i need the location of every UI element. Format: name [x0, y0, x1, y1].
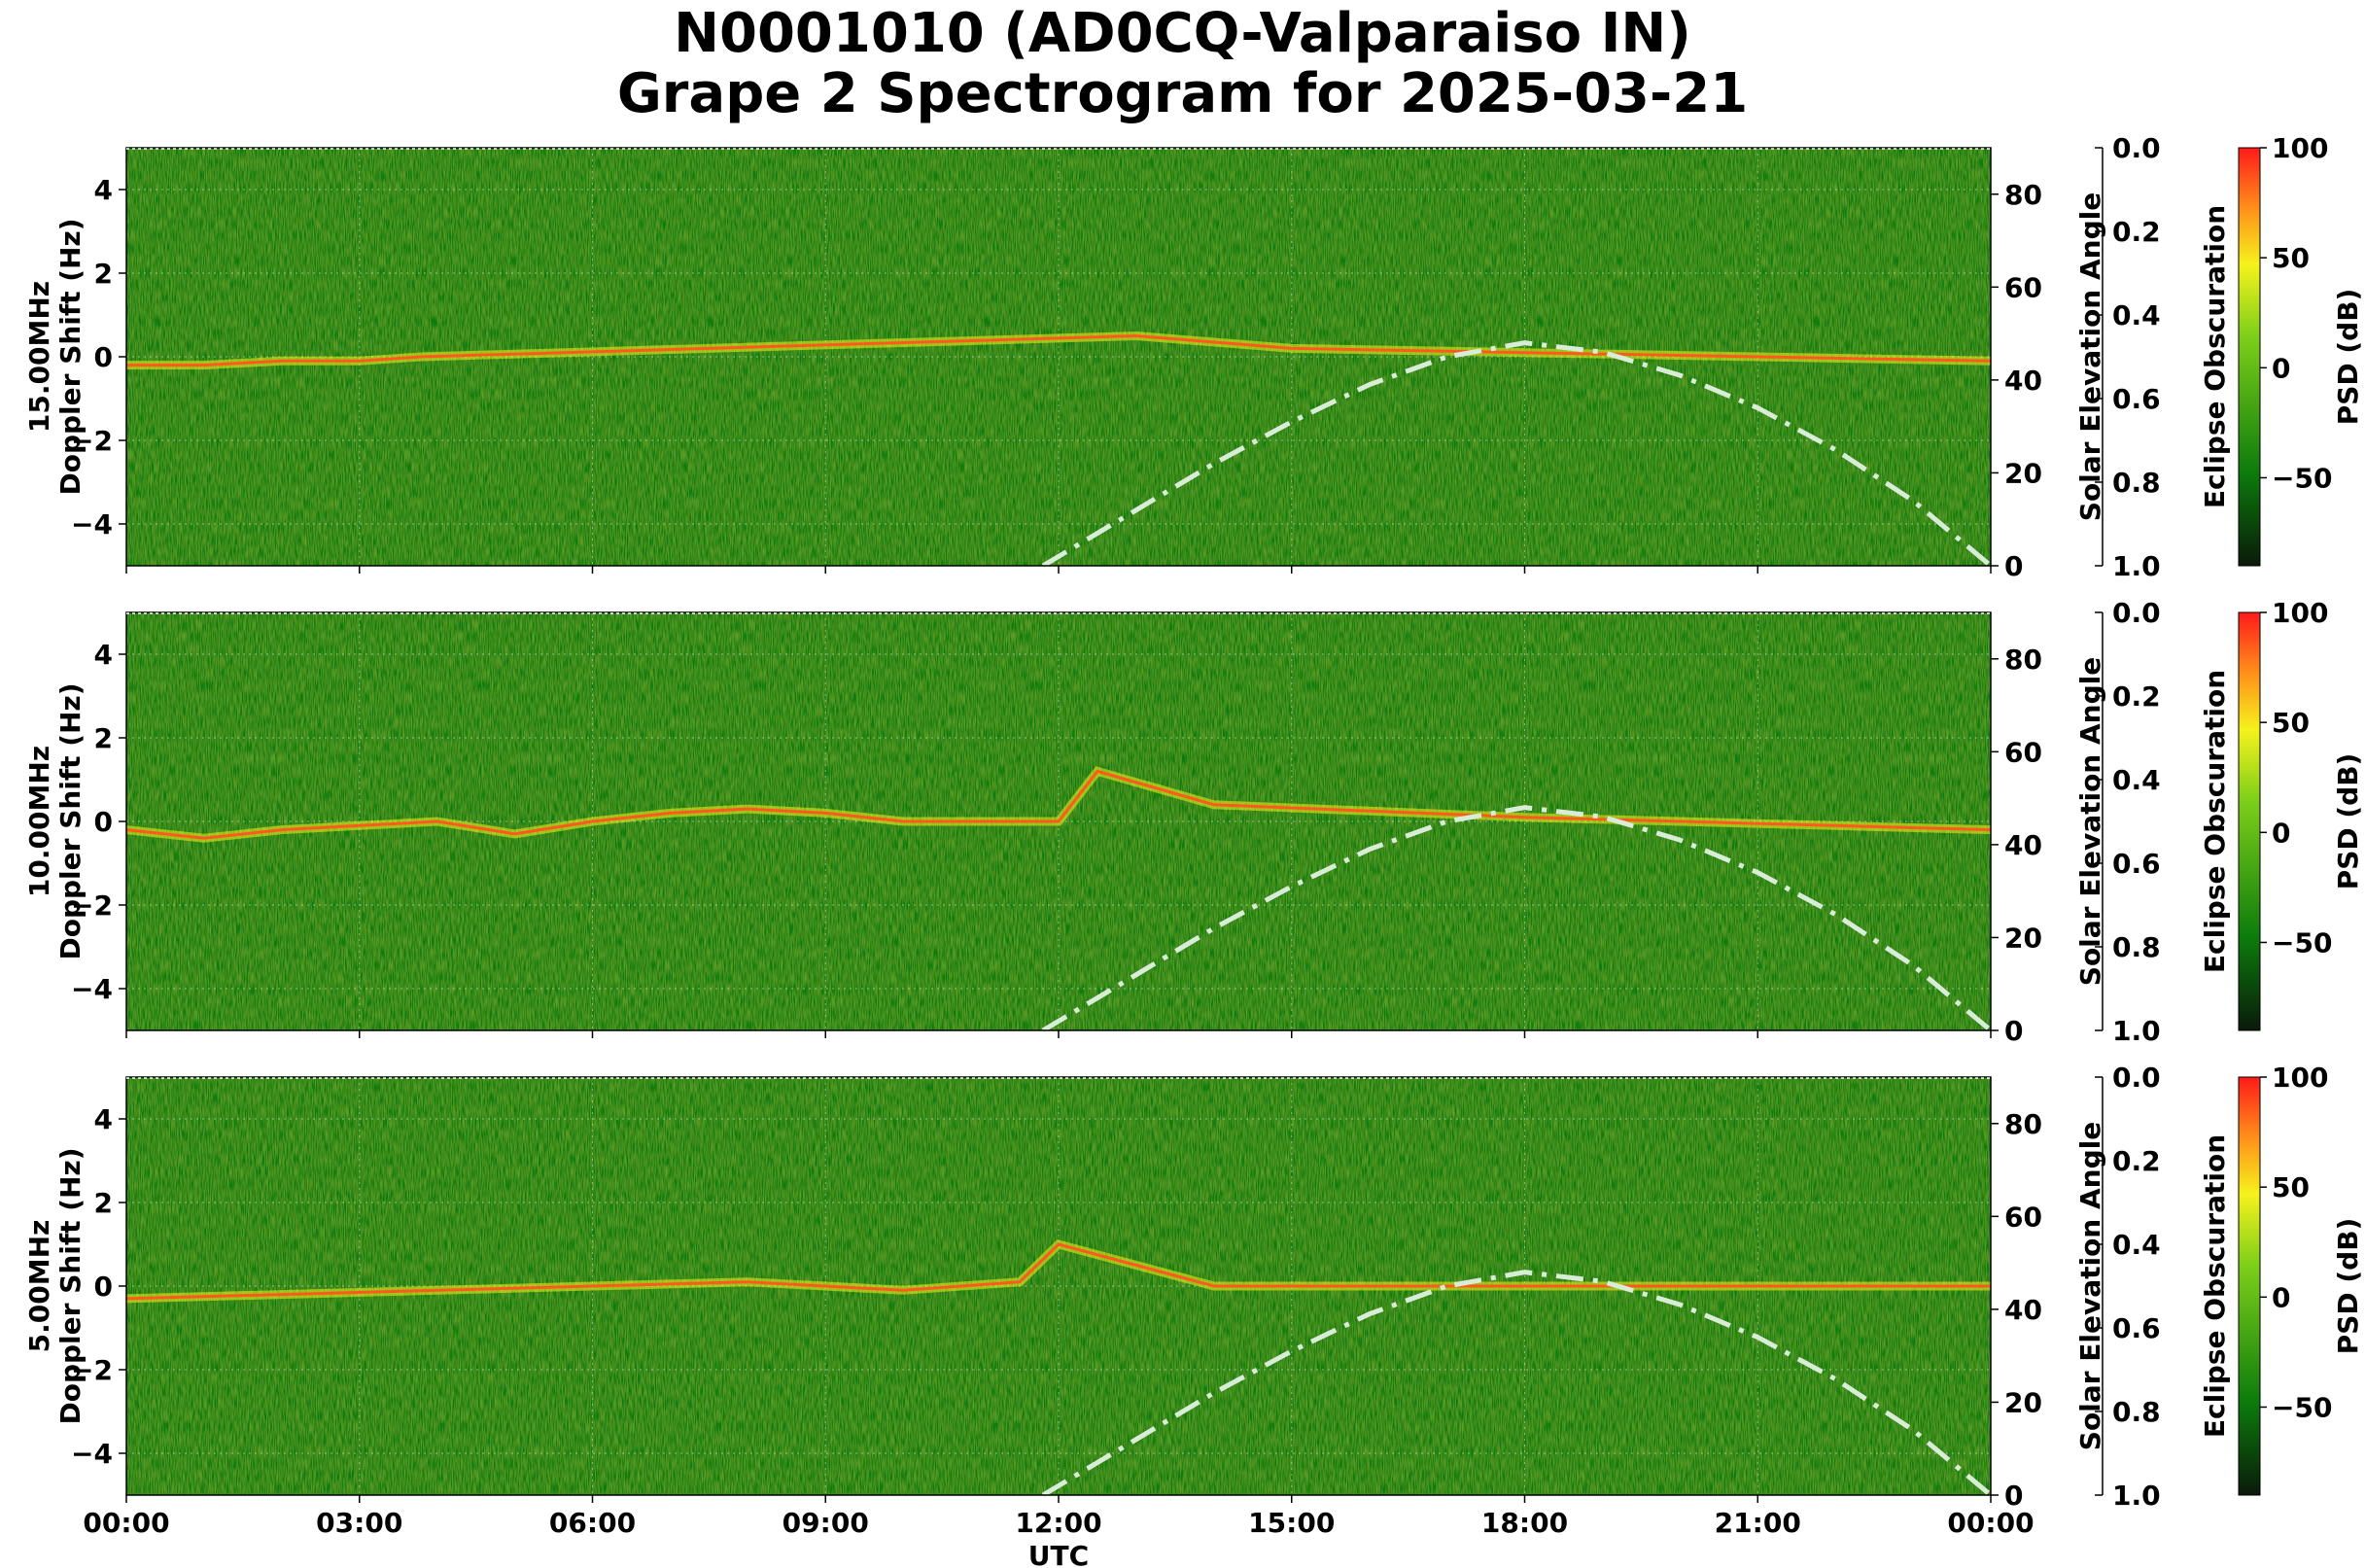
obscuration-tick-label: 0.6 — [2112, 383, 2161, 415]
x-tick-label: 18:00 — [1481, 1507, 1568, 1539]
x-tick-label: 09:00 — [783, 1507, 869, 1539]
elevation-tick-label: 80 — [2004, 179, 2042, 211]
elevation-tick-label: 40 — [2004, 365, 2042, 397]
panel-1: 420−2−415.00MHzDoppler Shift (Hz)8060402… — [23, 132, 2364, 582]
obscuration-tick-label: 0.0 — [2112, 597, 2161, 629]
elevation-tick-label: 0 — [2004, 1015, 2023, 1047]
colorbar-tick-label: 50 — [2272, 1171, 2310, 1203]
y-tick-label: 2 — [94, 1187, 113, 1219]
colorbar-tick-label: 0 — [2272, 1281, 2290, 1313]
colorbar — [2238, 611, 2261, 1031]
obscuration-tick-label: 1.0 — [2112, 550, 2161, 582]
y-axis-label: 15.00MHzDoppler Shift (Hz) — [23, 218, 87, 495]
y-tick-label: −4 — [71, 1438, 113, 1470]
y-tick-label: −2 — [71, 889, 113, 922]
obscuration-tick-label: 0.2 — [2112, 680, 2161, 713]
obscuration-tick-label: 0.8 — [2112, 931, 2161, 963]
elevation-tick-label: 0 — [2004, 1480, 2023, 1512]
solar-elevation-curve — [1041, 340, 1993, 569]
obscuration-tick-label: 1.0 — [2112, 1015, 2161, 1047]
elevation-tick-label: 60 — [2004, 1201, 2042, 1233]
y-tick-label: −2 — [71, 1354, 113, 1386]
elevation-tick-label: 80 — [2004, 644, 2042, 676]
y-tick-label: 2 — [94, 722, 113, 754]
x-tick-label: 03:00 — [316, 1507, 402, 1539]
colorbar-tick-label: −50 — [2272, 926, 2332, 958]
elevation-tick-label: 60 — [2004, 271, 2042, 303]
colorbar-tick-label: 100 — [2272, 132, 2328, 164]
obscuration-tick-label: 0.2 — [2112, 1145, 2161, 1177]
obscuration-tick-label: 0.4 — [2112, 764, 2161, 796]
y-tick-label: −2 — [71, 425, 113, 457]
x-axis-label: UTC — [1028, 1540, 1089, 1568]
y-tick-label: 2 — [94, 258, 113, 290]
colorbar-tick-label: 100 — [2272, 597, 2328, 629]
obscuration-axis-label: Eclipse Obscuration — [2199, 205, 2231, 508]
y-axis-label: 10.00MHzDoppler Shift (Hz) — [23, 682, 87, 959]
elevation-tick-label: 80 — [2004, 1108, 2042, 1140]
solar-elevation-curve — [1041, 1270, 1993, 1498]
elevation-axis-label: Solar Elevation Angle — [2074, 1122, 2106, 1450]
y-tick-label: 4 — [94, 639, 113, 671]
obscuration-tick-label: 0.0 — [2112, 1062, 2161, 1094]
colorbar-label: PSD (dB) — [2332, 753, 2364, 890]
obscuration-tick-label: 0.0 — [2112, 132, 2161, 164]
obscuration-tick-label: 0.8 — [2112, 467, 2161, 499]
colorbar-label: PSD (dB) — [2332, 1218, 2364, 1355]
x-tick-label: 21:00 — [1715, 1507, 1801, 1539]
colorbar — [2238, 1076, 2261, 1496]
y-tick-label: 4 — [94, 174, 113, 206]
solar-elevation-curve — [1041, 805, 1993, 1033]
carrier-doppler-trace — [125, 1242, 1991, 1301]
elevation-tick-label: 0 — [2004, 550, 2023, 582]
x-tick-label: 00:00 — [83, 1507, 169, 1539]
elevation-axis-label: Solar Elevation Angle — [2074, 192, 2106, 521]
elevation-tick-label: 20 — [2004, 922, 2042, 954]
obscuration-tick-label: 0.4 — [2112, 299, 2161, 331]
elevation-tick-label: 40 — [2004, 829, 2042, 861]
carrier-doppler-trace — [125, 769, 1992, 840]
colorbar-tick-label: −50 — [2272, 1391, 2332, 1423]
carrier-doppler-trace — [126, 333, 1992, 367]
y-tick-label: 0 — [94, 1271, 113, 1303]
colorbar-tick-label: 50 — [2272, 242, 2310, 274]
title-line-2: Grape 2 Spectrogram for 2025-03-21 — [616, 62, 1749, 125]
colorbar-tick-label: 0 — [2272, 352, 2290, 384]
y-tick-label: 0 — [94, 806, 113, 838]
obscuration-tick-label: 0.2 — [2112, 216, 2161, 248]
obscuration-tick-label: 0.6 — [2112, 1312, 2161, 1344]
panel-2: 420−2−410.00MHzDoppler Shift (Hz)8060402… — [23, 597, 2364, 1047]
figure-title: N0001010 (AD0CQ-Valparaiso IN) Grape 2 S… — [0, 0, 2365, 124]
colorbar — [2238, 147, 2261, 567]
colorbar-tick-label: −50 — [2272, 462, 2332, 494]
obscuration-axis-label: Eclipse Obscuration — [2199, 670, 2231, 973]
title-line-1: N0001010 (AD0CQ-Valparaiso IN) — [674, 2, 1691, 65]
obscuration-axis-label: Eclipse Obscuration — [2199, 1134, 2231, 1438]
y-axis-label: 5.00MHzDoppler Shift (Hz) — [23, 1147, 87, 1424]
elevation-tick-label: 60 — [2004, 736, 2042, 768]
colorbar-tick-label: 50 — [2272, 707, 2310, 739]
y-tick-label: −4 — [71, 508, 113, 540]
x-tick-label: 15:00 — [1248, 1507, 1335, 1539]
elevation-tick-label: 20 — [2004, 1386, 2042, 1418]
x-tick-label: 00:00 — [1947, 1507, 2034, 1539]
obscuration-tick-label: 0.8 — [2112, 1396, 2161, 1428]
elevation-tick-label: 40 — [2004, 1294, 2042, 1326]
obscuration-tick-label: 0.4 — [2112, 1229, 2161, 1261]
elevation-axis-label: Solar Elevation Angle — [2074, 657, 2106, 986]
colorbar-label: PSD (dB) — [2332, 289, 2364, 426]
x-tick-label: 12:00 — [1015, 1507, 1101, 1539]
y-tick-label: 4 — [94, 1103, 113, 1135]
obscuration-tick-label: 1.0 — [2112, 1480, 2161, 1512]
y-tick-label: −4 — [71, 973, 113, 1005]
panel-3: 420−2−45.00MHzDoppler Shift (Hz)80604020… — [23, 1062, 2364, 1568]
y-tick-label: 0 — [94, 341, 113, 373]
elevation-tick-label: 20 — [2004, 457, 2042, 489]
obscuration-tick-label: 0.6 — [2112, 848, 2161, 880]
x-tick-label: 06:00 — [549, 1507, 636, 1539]
colorbar-tick-label: 0 — [2272, 817, 2290, 849]
colorbar-tick-label: 100 — [2272, 1062, 2328, 1094]
